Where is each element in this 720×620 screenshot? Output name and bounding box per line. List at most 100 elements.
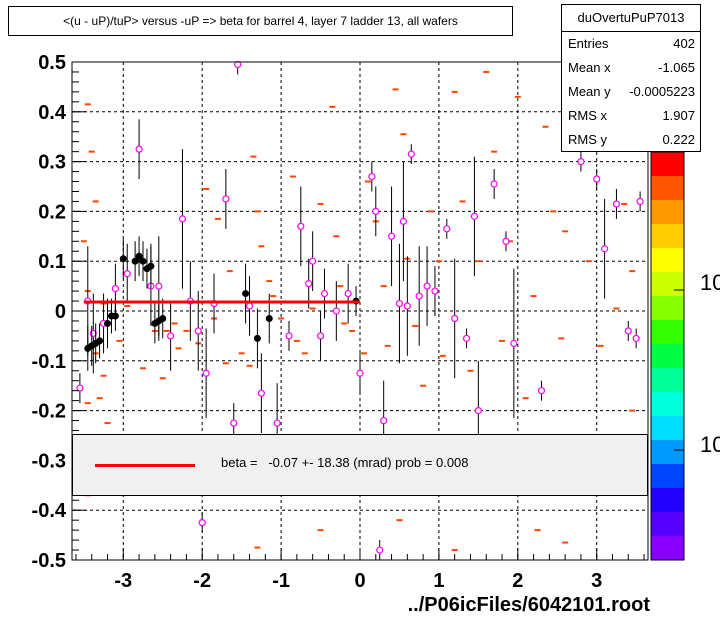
magenta-point xyxy=(431,266,439,316)
marker xyxy=(139,257,147,265)
stats-key: Entries xyxy=(568,36,609,51)
magenta-point xyxy=(297,186,305,267)
marker xyxy=(297,222,305,230)
marker xyxy=(135,145,143,153)
stats-key: Mean y xyxy=(568,84,611,99)
marker xyxy=(431,287,439,295)
magenta-point xyxy=(285,320,293,351)
marker xyxy=(344,289,352,298)
stats-value: -0.0005223 xyxy=(629,84,695,99)
marker xyxy=(423,282,431,290)
magenta-point xyxy=(577,151,585,172)
palette-cell xyxy=(651,200,684,225)
black-point xyxy=(111,301,119,331)
marker xyxy=(234,60,242,69)
marker xyxy=(305,280,313,288)
magenta-point xyxy=(399,161,407,282)
stats-value: -1.065 xyxy=(658,60,695,75)
marker xyxy=(332,307,340,315)
stats-row-mean-y: Mean y -0.0005223 xyxy=(562,80,700,104)
palette-cell xyxy=(651,344,684,369)
magenta-point xyxy=(178,149,187,289)
marker xyxy=(399,217,407,225)
magenta-point xyxy=(601,198,609,299)
marker xyxy=(612,200,621,208)
marker xyxy=(320,289,329,298)
stats-title: duOvertuPuP7013 xyxy=(562,5,700,32)
magenta-point xyxy=(344,263,352,324)
x-tick-label: 2 xyxy=(512,570,523,592)
marker xyxy=(593,175,601,183)
marker xyxy=(624,327,632,335)
marker xyxy=(198,519,206,527)
x-tick-label: 0 xyxy=(354,570,365,592)
magenta-point xyxy=(194,291,202,371)
magenta-points xyxy=(76,60,644,560)
stats-value: 402 xyxy=(673,36,695,51)
x-tick-label: -2 xyxy=(193,570,211,592)
marker xyxy=(407,150,415,158)
magenta-point xyxy=(593,169,601,189)
marker xyxy=(167,332,175,340)
palette-cell xyxy=(651,392,684,417)
marker xyxy=(202,369,210,377)
black-point xyxy=(147,243,155,289)
marker xyxy=(104,319,112,327)
palette-cell xyxy=(651,464,684,489)
magenta-point xyxy=(423,246,431,326)
stats-row-rms-x: RMS x 1.907 xyxy=(562,104,700,128)
marker xyxy=(462,334,471,342)
magenta-point xyxy=(356,353,364,394)
y-tick-label: 0 xyxy=(55,301,66,323)
x-tick-label: -1 xyxy=(272,570,290,592)
marker xyxy=(131,257,139,265)
marker xyxy=(470,212,479,220)
magenta-point xyxy=(332,281,340,341)
marker xyxy=(537,387,546,395)
magenta-point xyxy=(395,243,404,364)
stats-key: RMS x xyxy=(568,108,607,123)
marker xyxy=(309,257,317,265)
stats-key: RMS y xyxy=(568,132,607,147)
marker xyxy=(155,282,163,290)
magenta-point xyxy=(316,311,325,361)
magenta-point xyxy=(636,191,644,212)
marker xyxy=(372,207,380,215)
marker xyxy=(451,314,459,323)
palette-cell xyxy=(651,488,684,513)
magenta-point xyxy=(462,328,471,349)
marker xyxy=(123,270,131,278)
magenta-point xyxy=(257,353,265,434)
magenta-point xyxy=(309,231,317,292)
black-point xyxy=(135,236,143,277)
x-tick-label: 1 xyxy=(433,570,444,592)
black-point xyxy=(96,323,104,359)
magenta-point xyxy=(368,161,376,192)
marker xyxy=(178,215,187,223)
legend-text: beta = -0.07 +- 18.38 (mrad) prob = 0.00… xyxy=(221,455,469,470)
palette-cell xyxy=(651,248,684,273)
marker xyxy=(601,245,609,253)
marker xyxy=(76,384,84,392)
chart-title: <(u - uP)/tuP> versus -uP => beta for ba… xyxy=(63,14,458,28)
x-tick-labels: -3 -2 -1 0 1 2 3 xyxy=(114,570,602,592)
black-point xyxy=(104,298,112,349)
marker xyxy=(135,252,143,260)
x-tick-label: 3 xyxy=(591,570,602,592)
y-tick-label: 0.5 xyxy=(38,52,66,74)
marker xyxy=(395,299,404,308)
palette-cell xyxy=(651,368,684,393)
magenta-point xyxy=(234,60,242,75)
palette-cell xyxy=(651,152,684,177)
marker xyxy=(490,180,498,188)
palette-cell xyxy=(651,176,684,201)
magenta-point xyxy=(167,301,175,371)
marker xyxy=(111,284,119,293)
palette-cell xyxy=(651,272,684,297)
marker xyxy=(96,337,104,345)
marker xyxy=(577,158,585,166)
magenta-point xyxy=(123,243,131,304)
magenta-point xyxy=(490,169,498,199)
magenta-point xyxy=(415,246,423,346)
y-tick-label: -0.1 xyxy=(32,351,66,373)
